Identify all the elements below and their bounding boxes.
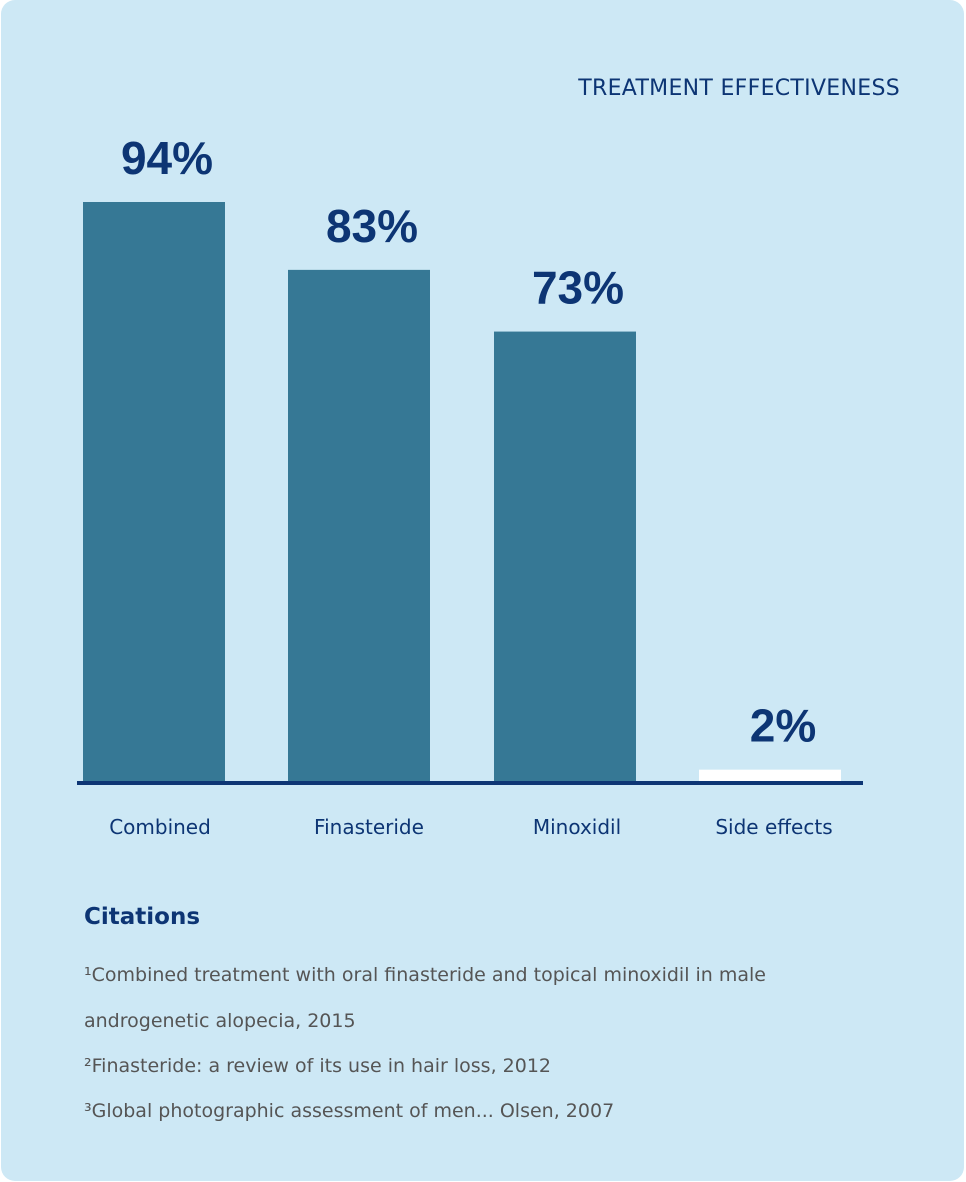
category-label: Side effects (715, 815, 832, 839)
bar-minoxidil (494, 331, 636, 782)
bar-side-effects (699, 769, 841, 782)
bar-chart: 94% Combined 83% Finasteride 73% Minoxidil 2% S… (77, 132, 863, 839)
citation-3: ³Global photographic assessment of men..… (84, 1100, 615, 1122)
category-label: Minoxidil (533, 815, 621, 839)
category-label: Combined (109, 815, 211, 839)
bar-combined (83, 202, 225, 782)
citation-2: ²Finasteride: a review of its use in hai… (84, 1055, 552, 1077)
citations-title: Citations (84, 904, 201, 930)
bar-finasteride (288, 269, 430, 783)
citation-1: ¹Combined treatment with oral finasterid… (84, 964, 766, 986)
data-label: 73% (532, 262, 624, 314)
x-axis-line (77, 781, 863, 785)
citation-1-continued: androgenetic alopecia, 2015 (84, 1010, 356, 1032)
data-label: 2% (750, 700, 816, 752)
data-label: 83% (326, 200, 418, 252)
category-label: Finasteride (314, 815, 424, 839)
data-label: 94% (121, 132, 213, 184)
chart-title: TREATMENT EFFECTIVENESS (578, 76, 900, 101)
